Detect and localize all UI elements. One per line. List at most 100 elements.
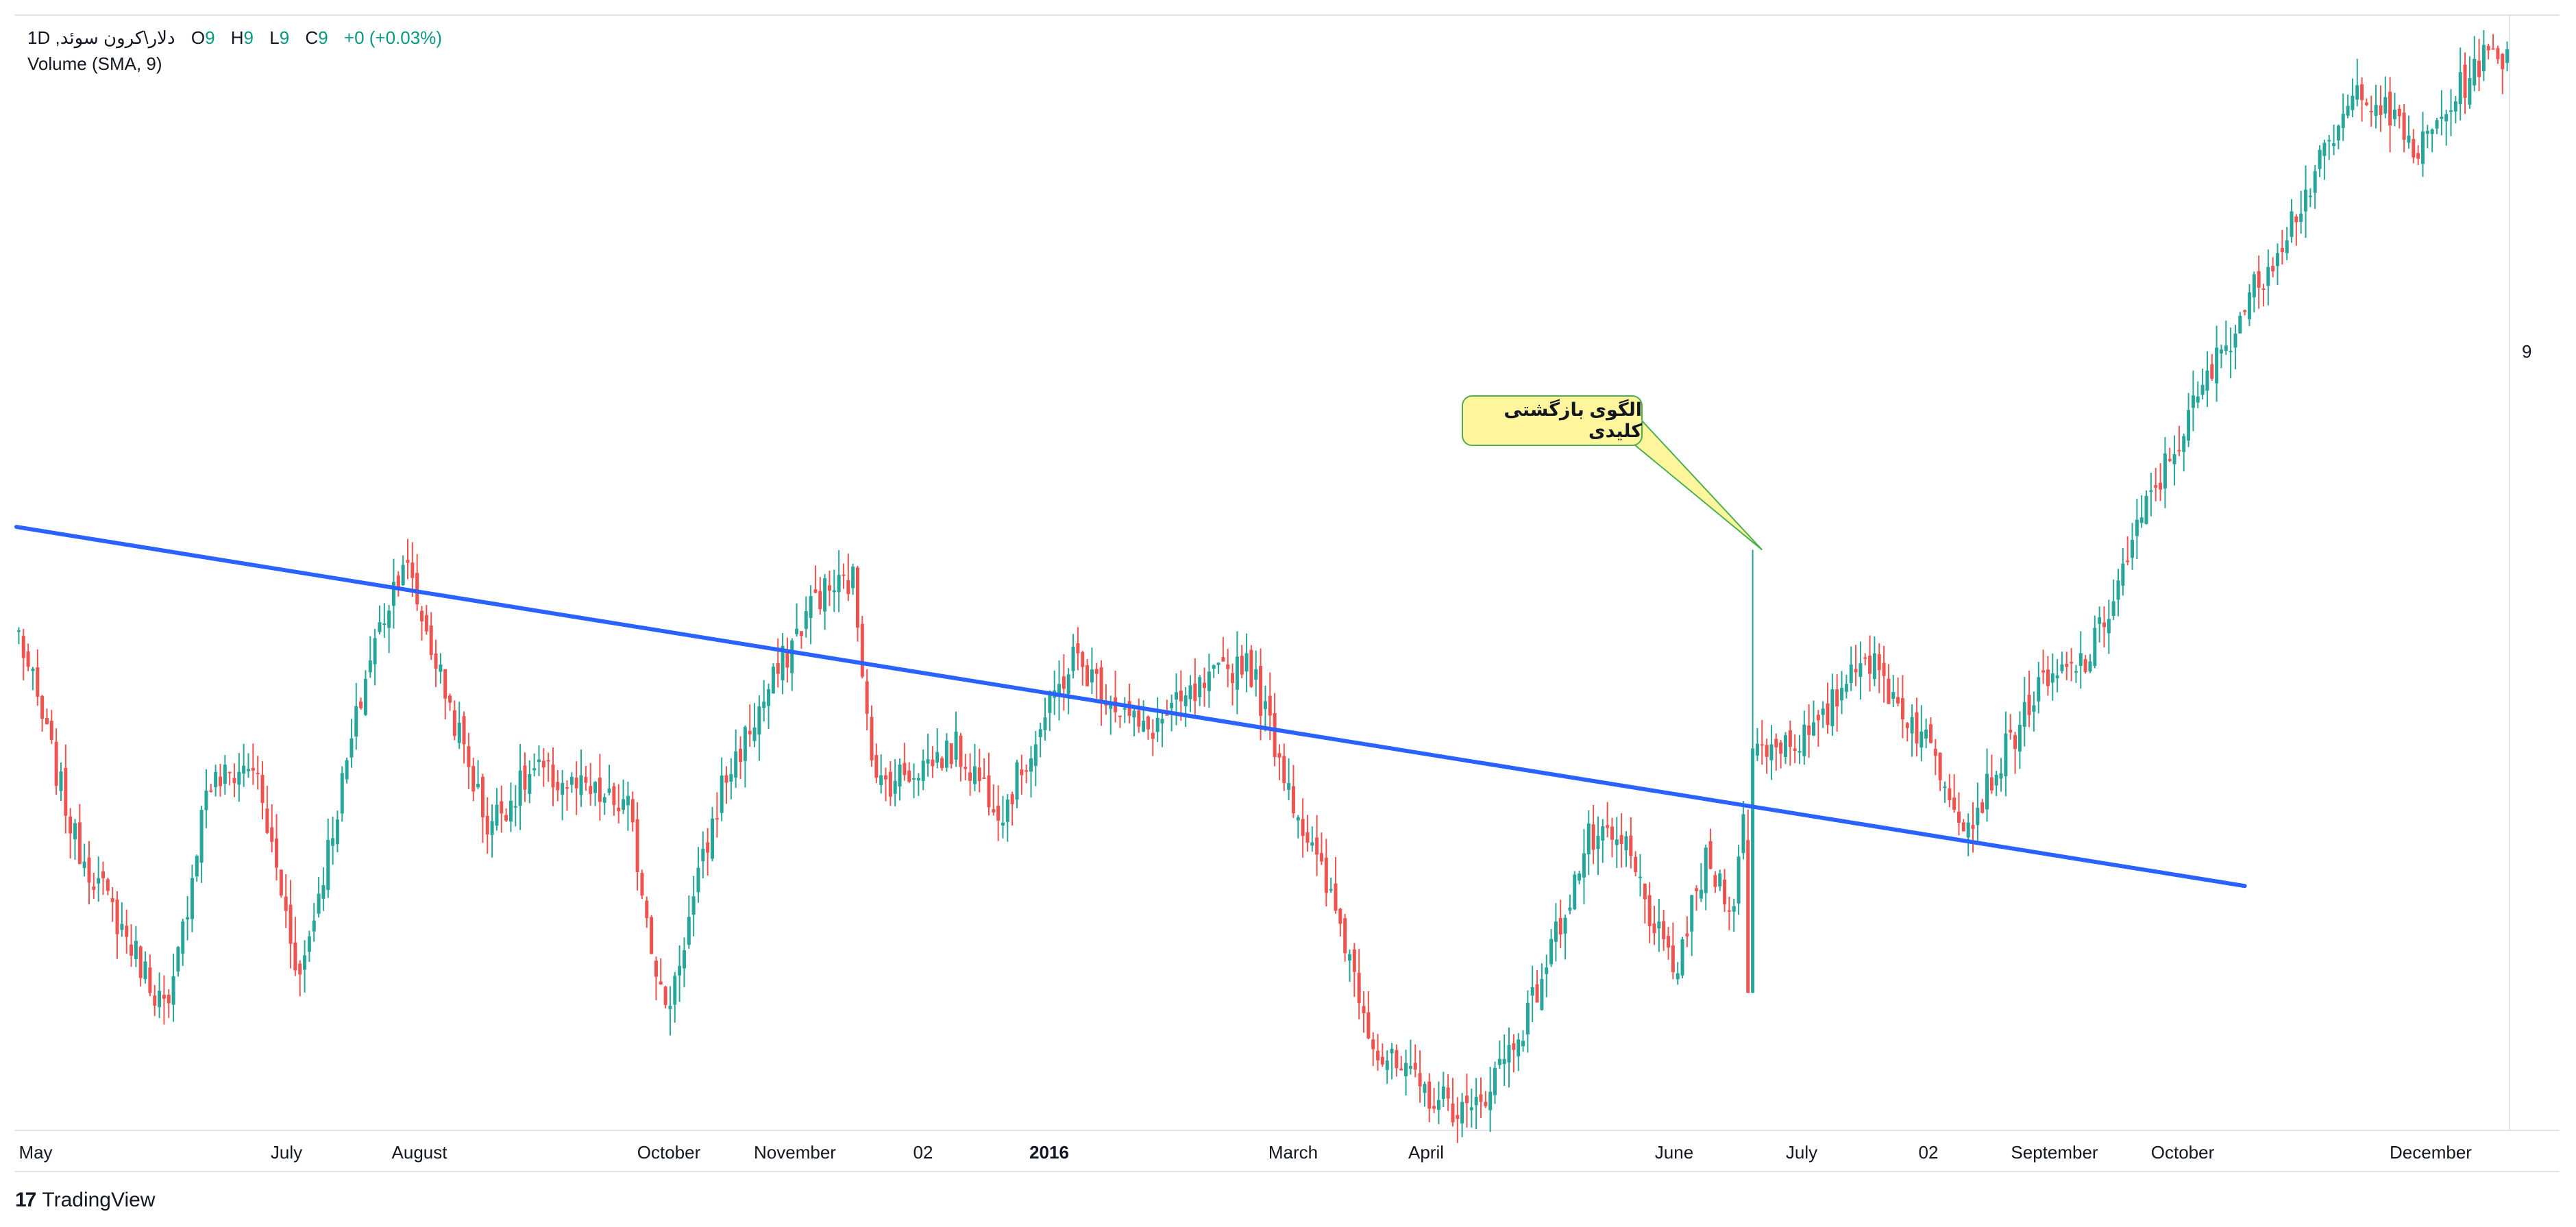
candle — [1629, 817, 1633, 869]
candle — [1751, 549, 1755, 993]
candle — [1690, 895, 1694, 956]
trendline[interactable] — [14, 525, 2247, 889]
candle-body — [1591, 824, 1595, 850]
candle-body — [2210, 364, 2214, 379]
candle — [1746, 809, 1750, 993]
candle — [1423, 1081, 1427, 1107]
candle-body — [1395, 1050, 1399, 1069]
candle — [1928, 717, 1933, 744]
candle-body — [1915, 712, 1919, 744]
candle-body — [1432, 1106, 1436, 1109]
candle — [1371, 1032, 1375, 1067]
candle-body — [1891, 692, 1896, 699]
candle-body — [298, 963, 302, 975]
candle — [1460, 1093, 1464, 1137]
candle — [1362, 991, 1366, 1033]
candle-body — [907, 770, 911, 782]
candle — [2139, 495, 2144, 528]
candle — [2050, 653, 2054, 701]
candle — [1174, 673, 1178, 726]
legend-volume-row[interactable]: Volume (SMA, 9) — [27, 53, 162, 74]
candle-body — [1418, 1073, 1422, 1087]
candle — [523, 752, 527, 802]
trendline-layer[interactable] — [14, 525, 2247, 889]
candle — [500, 785, 504, 833]
legend-high-value: 9 — [243, 27, 254, 48]
candle-body — [335, 819, 339, 845]
candle-body — [279, 869, 283, 896]
candle — [2163, 436, 2167, 508]
candle-body — [551, 765, 555, 788]
candle — [1464, 1074, 1469, 1128]
candle — [2135, 498, 2139, 560]
candle-body — [452, 710, 456, 736]
candle-body — [186, 917, 190, 920]
candle-body — [2481, 45, 2486, 72]
callout-layer[interactable] — [1462, 395, 1763, 551]
candle-body — [781, 645, 785, 681]
candle-body — [635, 819, 639, 872]
candle — [2088, 654, 2092, 673]
candle-body — [546, 760, 550, 762]
candle-body — [1371, 1039, 1375, 1050]
candle — [1193, 658, 1197, 715]
candle — [1976, 782, 1980, 844]
candle — [1324, 839, 1328, 907]
candle-body — [729, 773, 733, 782]
candle — [569, 772, 574, 793]
x-tick-label: June — [1655, 1142, 1693, 1163]
candle-body — [1769, 744, 1774, 760]
candle-body — [326, 840, 330, 890]
candle — [1226, 649, 1230, 688]
candle — [1887, 664, 1891, 704]
candle — [2308, 188, 2312, 208]
candle-body — [434, 653, 438, 669]
candle-body — [1525, 1002, 1530, 1034]
legend-symbol[interactable]: دلار\کرون سوئد, 1D — [27, 27, 175, 48]
candle-body — [1657, 921, 1661, 929]
candle-body — [1530, 987, 1534, 996]
candle-body — [246, 769, 250, 771]
candle — [1085, 658, 1090, 686]
candle — [2238, 312, 2242, 334]
callout-joint — [1626, 419, 1642, 436]
candle — [1033, 730, 1038, 786]
candle-body — [1521, 1041, 1525, 1047]
candle — [448, 693, 452, 711]
candle-body — [2163, 453, 2167, 489]
tradingview-watermark[interactable]: 17 TradingView — [15, 1189, 155, 1212]
candle-body — [607, 789, 611, 793]
candle-body — [2041, 670, 2046, 673]
candle-body — [1212, 665, 1216, 669]
candle — [1432, 1088, 1436, 1113]
candle-body — [1413, 1063, 1417, 1070]
callout-text[interactable]: الگوی بازگشتی کلیدی — [1504, 399, 1642, 441]
candle-body — [757, 706, 761, 735]
candle-body — [1015, 762, 1019, 800]
candle — [2505, 41, 2510, 72]
tradingview-logo-icon: 17 — [15, 1189, 36, 1211]
candle-body — [1408, 1065, 1412, 1069]
candle — [537, 745, 541, 776]
candle-body — [382, 623, 387, 625]
candle — [176, 945, 180, 977]
candle — [387, 605, 391, 654]
candle — [912, 763, 916, 799]
candle-body — [2332, 143, 2336, 147]
candle — [2017, 711, 2022, 769]
x-axis[interactable]: May July August October November 02 2016 March A… — [19, 1142, 2472, 1163]
candle — [982, 758, 986, 780]
candle — [1971, 802, 1975, 853]
candle — [256, 756, 260, 790]
candle — [556, 770, 560, 802]
x-tick-label: 02 — [1919, 1142, 1939, 1163]
candle-body — [363, 678, 367, 715]
candle-body — [1872, 653, 1876, 680]
candle — [1118, 715, 1122, 728]
candle — [1099, 660, 1103, 726]
candle-body — [1025, 770, 1029, 772]
candle-body — [2388, 91, 2392, 126]
candle — [561, 769, 565, 821]
candle-body — [565, 787, 569, 789]
